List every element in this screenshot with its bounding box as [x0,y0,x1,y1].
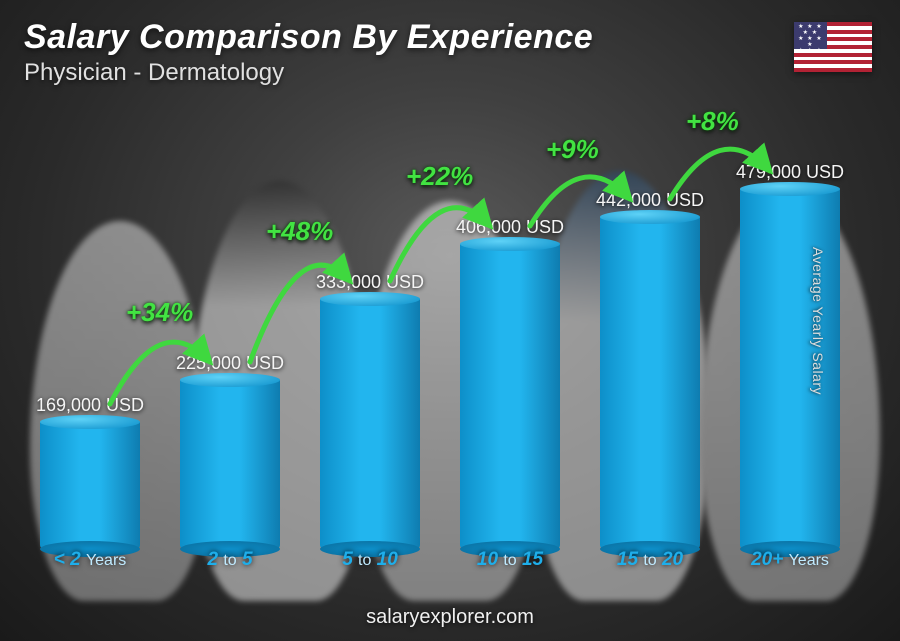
pct-increase-label: +48% [266,216,333,247]
category-label: 10 to 15 [440,549,580,581]
bar [180,380,280,549]
chart-title: Salary Comparison By Experience [24,18,876,57]
bar-value-label: 406,000 USD [456,217,564,238]
bar [320,299,420,549]
category-label: < 2 Years [20,549,160,581]
bar [40,422,140,549]
category-label: 2 to 5 [160,549,300,581]
pct-increase-label: +8% [686,106,739,137]
bar-value-label: 169,000 USD [36,395,144,416]
category-labels: < 2 Years2 to 55 to 1010 to 1515 to 2020… [20,549,860,581]
bar-wrap: 442,000 USD [580,120,720,549]
pct-increase-label: +22% [406,161,473,192]
country-flag-us: ★ ★ ★ ★★ ★ ★ ★ ★★ ★ ★ ★★ ★ ★ ★ ★ [794,22,872,72]
bar [600,217,700,549]
source-attribution: salaryexplorer.com [0,606,900,629]
bar-wrap: 225,000 USD [160,120,300,549]
category-label: 15 to 20 [580,549,720,581]
y-axis-label: Average Yearly Salary [810,247,826,395]
bar [460,244,560,549]
header: Salary Comparison By Experience Physicia… [24,18,876,87]
bar-wrap: 479,000 USD [720,120,860,549]
pct-increase-label: +34% [126,297,193,328]
chart-subtitle: Physician - Dermatology [24,59,876,87]
category-label: 5 to 10 [300,549,440,581]
pct-increase-label: +9% [546,134,599,165]
chart-area: 169,000 USD 225,000 USD 333,000 USD 406,000… [20,120,860,581]
bar-value-label: 442,000 USD [596,190,704,211]
bar-value-label: 479,000 USD [736,162,844,183]
bar-value-label: 225,000 USD [176,353,284,374]
bar-wrap: 169,000 USD [20,120,160,549]
category-label: 20+ Years [720,549,860,581]
bar-value-label: 333,000 USD [316,272,424,293]
